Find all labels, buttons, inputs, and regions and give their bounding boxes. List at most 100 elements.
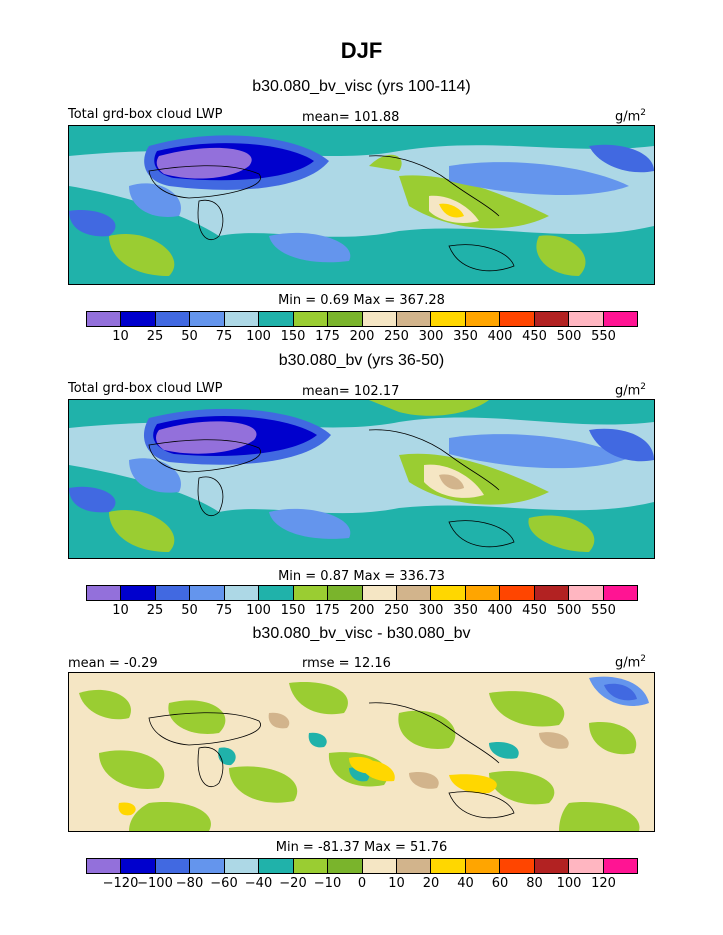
colorbar-swatch	[293, 859, 329, 873]
colorbar-tick-label: 20	[422, 876, 440, 891]
colorbar-tick-label: 250	[384, 329, 409, 344]
colorbar-swatch	[362, 312, 397, 326]
colorbar-swatch	[534, 312, 570, 326]
colorbar-swatch	[396, 859, 432, 873]
colorbar-swatch	[87, 586, 122, 600]
panel-1-subtitle: b30.080_bv_visc (yrs 100-114)	[252, 78, 471, 95]
colorbar-swatch	[534, 586, 570, 600]
colorbar-tick-label: 10	[112, 329, 129, 344]
colorbar-swatch	[190, 312, 225, 326]
panel-1-units-label: g/m2	[615, 108, 647, 125]
colorbar-tick-label: −100	[137, 876, 173, 891]
colorbar-tick-label: 200	[349, 603, 375, 618]
colorbar-swatch	[569, 586, 604, 600]
panel-2-variable-label: Total grd-box cloud LWP	[68, 381, 223, 396]
colorbar-tick-label: 500	[556, 603, 582, 618]
panel-2-colorbar	[86, 585, 638, 601]
colorbar-tick-label: 40	[457, 876, 474, 891]
colorbar-swatch	[500, 312, 535, 326]
colorbar-swatch	[190, 859, 225, 873]
panel-3-rmse-label: rmse = 12.16	[302, 656, 391, 671]
colorbar-swatch	[259, 859, 294, 873]
colorbar-tick-label: 75	[215, 329, 233, 344]
colorbar-swatch	[121, 859, 156, 873]
colorbar-tick-label: −40	[244, 876, 273, 891]
colorbar-tick-label: 75	[215, 603, 233, 618]
panel-1-variable-label: Total grd-box cloud LWP	[68, 107, 223, 122]
panel-2-colorbar-labels: 10 25 50 75 100 150 175 200 250 300 350 400 450 500 55…	[86, 603, 638, 619]
colorbar-swatch	[465, 859, 501, 873]
colorbar-swatch	[603, 586, 637, 600]
colorbar-swatch	[500, 586, 535, 600]
colorbar-swatch	[155, 586, 191, 600]
panel-2-stats: Min = 0.87 Max = 336.73	[278, 569, 445, 584]
panel-1-map	[68, 125, 655, 285]
panel-3-colorbar	[86, 858, 638, 874]
panel-2-contour-field	[69, 400, 654, 558]
colorbar-swatch	[155, 859, 191, 873]
colorbar-swatch	[224, 859, 260, 873]
colorbar-swatch	[431, 312, 466, 326]
colorbar-tick-label: 50	[181, 603, 198, 618]
panel-2-mean-label: mean= 102.17	[302, 384, 400, 399]
panel-1-colorbar-labels: 10 25 50 75 100 150 175 200 250 300 350 400 450 500 55…	[86, 329, 638, 345]
colorbar-tick-label: 350	[453, 603, 478, 618]
colorbar-tick-label: 150	[280, 329, 306, 344]
colorbar-swatch	[396, 312, 432, 326]
colorbar-tick-label: 350	[453, 329, 478, 344]
colorbar-tick-label: 500	[556, 329, 582, 344]
panel-1-colorbar	[86, 311, 638, 327]
colorbar-tick-label: 550	[591, 329, 616, 344]
panel-1-stats: Min = 0.69 Max = 367.28	[278, 293, 445, 308]
colorbar-swatch	[603, 859, 637, 873]
colorbar-tick-label: 60	[491, 876, 509, 891]
colorbar-tick-label: −60	[210, 876, 238, 891]
colorbar-swatch	[328, 586, 363, 600]
colorbar-tick-label: 300	[418, 329, 444, 344]
colorbar-tick-label: 100	[246, 603, 271, 618]
colorbar-swatch	[121, 312, 156, 326]
colorbar-swatch	[569, 312, 604, 326]
colorbar-swatch	[87, 859, 122, 873]
colorbar-tick-label: 450	[522, 329, 547, 344]
figure-title: DJF	[340, 38, 383, 63]
colorbar-swatch	[190, 586, 225, 600]
panel-3-colorbar-labels: −120 −100 −80 −60 −40 −20 −10 0 10 20 40 60 80 100 120	[86, 876, 638, 892]
colorbar-swatch	[155, 312, 191, 326]
panel-2-subtitle: b30.080_bv (yrs 36-50)	[278, 352, 445, 369]
colorbar-swatch	[362, 586, 397, 600]
colorbar-swatch	[121, 586, 156, 600]
colorbar-tick-label: 50	[181, 329, 198, 344]
colorbar-tick-label: 10	[388, 876, 405, 891]
colorbar-tick-label: 25	[146, 603, 164, 618]
colorbar-tick-label: 80	[526, 876, 543, 891]
panel-2-units-label: g/m2	[615, 382, 647, 399]
colorbar-swatch	[328, 859, 363, 873]
colorbar-swatch	[534, 859, 570, 873]
colorbar-tick-label: 250	[384, 603, 409, 618]
colorbar-swatch	[87, 312, 122, 326]
colorbar-tick-label: 100	[246, 329, 271, 344]
colorbar-swatch	[224, 586, 260, 600]
colorbar-tick-label: 10	[112, 603, 129, 618]
colorbar-swatch	[259, 312, 294, 326]
colorbar-swatch	[328, 312, 363, 326]
colorbar-tick-label: 25	[146, 329, 164, 344]
colorbar-tick-label: 150	[280, 603, 306, 618]
colorbar-swatch	[465, 586, 501, 600]
colorbar-tick-label: 200	[349, 329, 375, 344]
panel-3-contour-field	[69, 673, 654, 831]
panel-3-units-label: g/m2	[615, 654, 647, 671]
colorbar-swatch	[293, 312, 329, 326]
colorbar-tick-label: 175	[315, 329, 340, 344]
panel-2-map	[68, 399, 655, 559]
colorbar-swatch	[224, 312, 260, 326]
colorbar-tick-label: 0	[357, 876, 367, 891]
colorbar-swatch	[465, 312, 501, 326]
colorbar-swatch	[293, 586, 329, 600]
colorbar-swatch	[431, 859, 466, 873]
colorbar-tick-label: 400	[487, 603, 513, 618]
colorbar-tick-label: 400	[487, 329, 513, 344]
colorbar-swatch	[396, 586, 432, 600]
colorbar-swatch	[569, 859, 604, 873]
